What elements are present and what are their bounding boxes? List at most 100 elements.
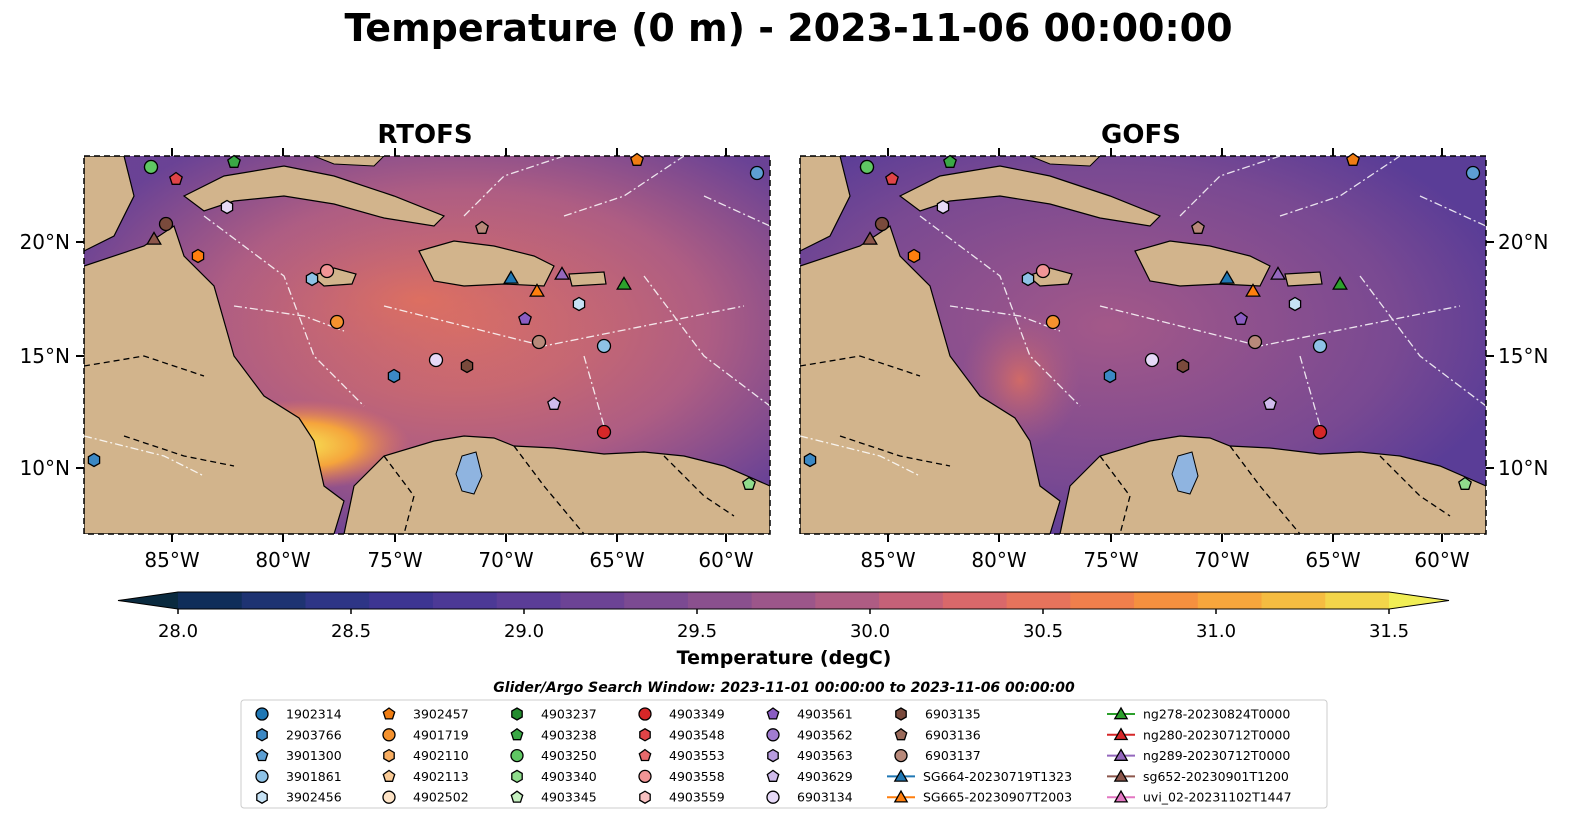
legend-marker — [893, 789, 909, 803]
legend-item-label: 6903135 — [925, 707, 981, 722]
legend-marker — [1113, 789, 1129, 803]
legend-marker — [638, 748, 652, 762]
legend-marker — [638, 769, 652, 784]
lon-tick-label: 75°W — [367, 548, 422, 572]
float-marker — [529, 283, 545, 297]
legend-item-label: 4903629 — [797, 769, 853, 784]
float-marker — [1021, 271, 1035, 287]
float-marker — [475, 220, 489, 234]
legend-item-label: 3901300 — [286, 748, 342, 763]
float-marker — [803, 452, 817, 468]
lon-tick-label: 80°W — [971, 548, 1026, 572]
legend-item-label: 4902502 — [413, 790, 469, 805]
float-marker — [742, 476, 756, 490]
legend-marker — [1113, 768, 1129, 782]
colorbar-title: Temperature (degC) — [677, 647, 892, 669]
legend-item-label: 4901719 — [413, 727, 469, 742]
legend-marker — [255, 748, 269, 762]
legend-marker — [893, 768, 909, 782]
colorbar-segment — [369, 592, 434, 609]
legend-item-label: 1902314 — [286, 707, 342, 722]
colorbar-segment — [1261, 592, 1326, 609]
legend-marker — [1113, 748, 1129, 761]
float-marker — [1103, 368, 1117, 384]
float-marker — [305, 271, 319, 287]
legend-item-label: SG664-20230719T1323 — [923, 769, 1072, 784]
float-marker — [503, 270, 519, 284]
float-marker — [220, 199, 234, 215]
colorbar-segment — [1325, 592, 1390, 609]
float-marker — [1144, 352, 1160, 368]
float-marker — [547, 396, 561, 410]
colorbar-segment — [879, 592, 944, 609]
legend-marker — [383, 748, 395, 763]
float-marker — [387, 368, 401, 384]
float-marker — [460, 358, 474, 374]
map-panel-gofs — [799, 155, 1487, 535]
legend: Glider/Argo Search Window: 2023-11-01 00… — [240, 680, 1328, 809]
float-marker — [859, 159, 875, 175]
float-marker — [1332, 276, 1348, 290]
colorbar-segment — [1197, 592, 1263, 609]
legend-marker — [510, 790, 524, 803]
colorbar-tick-label: 30.0 — [850, 621, 890, 642]
legend-marker — [766, 728, 780, 742]
float-marker — [158, 216, 174, 232]
legend-marker — [382, 707, 396, 720]
float-marker — [1346, 152, 1360, 166]
legend-item-label: ng278-20230824T0000 — [1143, 707, 1290, 722]
legend-item-label: 4903237 — [541, 707, 597, 722]
map-axes: 20°N 20°N 15°N 15°N 10°N 10°N 85°W 80°W 75°W 70°W… — [20, 148, 1548, 572]
float-marker — [146, 231, 162, 245]
float-marker — [87, 452, 101, 468]
legend-marker — [766, 769, 780, 782]
legend-item-label: sg652-20230901T1200 — [1143, 769, 1289, 784]
legend-item-label: 4902113 — [413, 769, 469, 784]
legend-marker — [639, 728, 651, 742]
map-panel-rtofs — [83, 155, 771, 535]
float-marker — [1035, 263, 1051, 279]
legend-item-label: 6903137 — [925, 748, 981, 763]
legend-title: Glider/Argo Search Window: 2023-11-01 00… — [493, 680, 1075, 696]
legend-item-label: 4903563 — [797, 748, 853, 763]
float-marker — [1191, 220, 1205, 234]
lon-tick-label: 80°W — [255, 548, 310, 572]
colorbar-tick-label: 31.0 — [1196, 621, 1236, 642]
legend-item-label: 6903134 — [797, 790, 853, 805]
legend-item-label: 3901861 — [286, 769, 342, 784]
colorbar-tick-label: 30.5 — [1023, 621, 1063, 642]
float-marker — [749, 165, 765, 181]
colorbar-extend-low — [118, 592, 178, 609]
colorbar-segment — [1006, 592, 1071, 609]
legend-item-label: 4902110 — [413, 748, 469, 763]
legend-marker — [382, 790, 396, 804]
legend-marker — [767, 748, 779, 763]
float-marker — [943, 154, 957, 168]
colorbar-tick-label: 31.5 — [1369, 621, 1409, 642]
lon-tick-label: 70°W — [478, 548, 533, 572]
colorbar-segment — [624, 592, 689, 609]
lat-tick-label-left: 20°N — [20, 230, 70, 254]
lon-tick-label: 85°W — [144, 548, 199, 572]
float-markers — [87, 152, 1481, 490]
legend-item-label: 4903561 — [797, 707, 853, 722]
legend-item-label: 4903553 — [669, 748, 725, 763]
legend-marker — [510, 727, 524, 741]
colorbar-segment — [305, 592, 370, 609]
colorbar-segment — [687, 592, 753, 609]
legend-marker — [256, 790, 268, 804]
colorbar-tick-label: 28.0 — [158, 621, 198, 642]
colorbar-segment — [241, 592, 306, 609]
float-marker — [1245, 283, 1261, 297]
legend-marker — [255, 707, 269, 721]
legend-box — [240, 699, 1328, 809]
legend-marker — [895, 707, 907, 721]
float-marker — [191, 248, 205, 264]
legend-item-label: 4903562 — [797, 727, 853, 742]
float-marker — [518, 311, 532, 325]
colorbar-segment — [815, 592, 880, 609]
legend-marker — [766, 707, 780, 720]
float-marker — [1045, 314, 1061, 330]
lat-tick-label-right: 15°N — [1498, 344, 1548, 368]
float-marker — [596, 424, 612, 440]
